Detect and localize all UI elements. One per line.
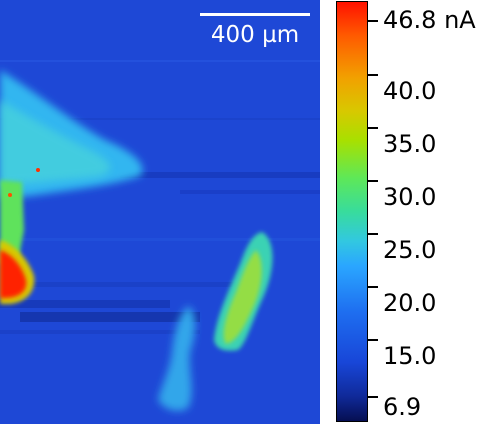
colorbar-tick-label: 35.0 [383, 130, 437, 158]
scan-streaks [0, 60, 320, 334]
scale-bar-label: 400 µm [210, 22, 300, 48]
colorbar-tick [368, 339, 378, 341]
right-particle-core [223, 250, 262, 344]
colorbar-tick [368, 233, 378, 235]
map-background [0, 0, 320, 424]
upper-plume-core [0, 100, 111, 186]
colorbar-tick [368, 180, 378, 182]
scale-bar [200, 13, 310, 16]
colorbar-tick-label: 30.0 [383, 183, 437, 211]
current-map-image: 400 µm [0, 0, 320, 424]
colorbar-tick-label: 20.0 [383, 289, 437, 317]
colorbar-min-label: 6.9 [383, 393, 422, 421]
lower-particle [158, 306, 195, 411]
colorbar-max-label: 46.8 nA [383, 6, 476, 34]
colorbar-tick-label: 25.0 [383, 236, 437, 264]
left-hotspot [0, 250, 27, 298]
colorbar-tick-label: 15.0 [383, 342, 437, 370]
colorbar-tick [368, 286, 378, 288]
colorbar-tick [368, 396, 378, 398]
current-map-svg [0, 0, 320, 424]
hot-pixel [36, 168, 40, 172]
colorbar-tick-label: 40.0 [383, 77, 437, 105]
colorbar-tick [368, 20, 378, 22]
colorbar-tick [368, 127, 378, 129]
hot-pixel [8, 193, 12, 197]
colorbar [336, 1, 368, 422]
colorbar-tick [368, 74, 378, 76]
